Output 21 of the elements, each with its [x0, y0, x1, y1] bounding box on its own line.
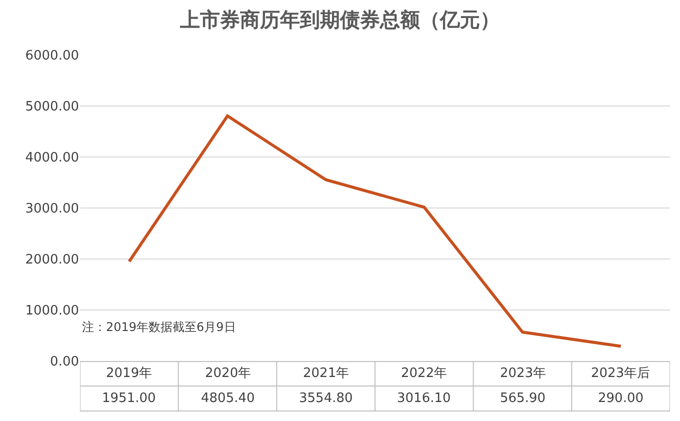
y-tick-label: 0.00 [50, 354, 79, 370]
x-tick-label: 2022年 [401, 366, 448, 381]
x-tick-label: 2023年后 [591, 366, 650, 381]
text: 3016.10 [397, 391, 451, 406]
x-tick-label: 2023年 [500, 366, 546, 381]
annotation: 注：2019年数据截至6月9日 [82, 320, 236, 334]
y-tick-label: 4000.00 [25, 150, 79, 166]
text: 1951.00 [102, 391, 156, 406]
y-tick-label: 1000.00 [25, 304, 79, 319]
y-tick-label: 3000.00 [25, 202, 79, 217]
chart-title: 上市券商历年到期债券总额（亿元） [179, 8, 500, 32]
x-tick-label: 2020年 [205, 366, 252, 381]
y-tick-label: 2000.00 [25, 252, 79, 268]
text: 3554.80 [299, 391, 353, 406]
text: 4805.40 [201, 391, 255, 406]
x-tick-label: 2019年 [106, 366, 152, 381]
text: 290.00 [598, 391, 644, 406]
x-tick-label: 2021年 [303, 366, 350, 381]
y-tick-label: 5000.00 [25, 100, 79, 115]
text: 565.90 [500, 391, 546, 406]
y-tick-label: 6000.00 [25, 48, 79, 64]
